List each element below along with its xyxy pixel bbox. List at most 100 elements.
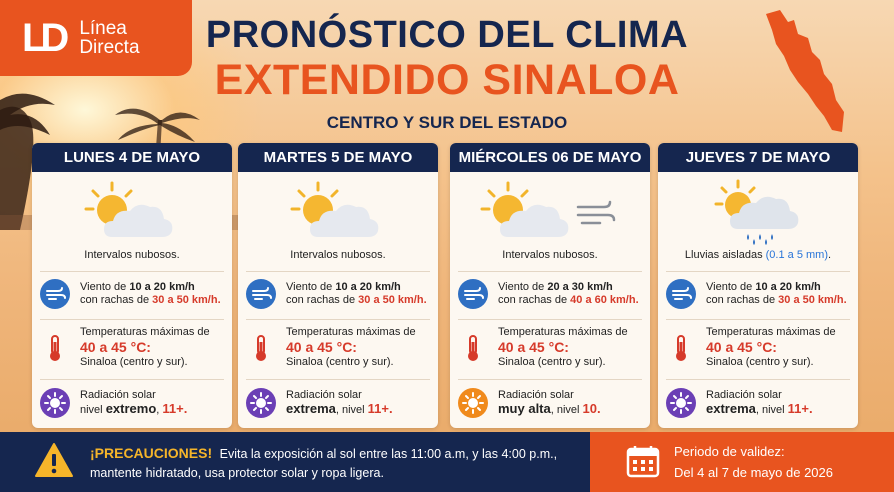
sun-rain-cloud-icon: [714, 179, 799, 245]
radiation-row: Radiación solar muy alta, nivel 10.: [458, 388, 644, 418]
calendar-icon: [626, 446, 660, 478]
divider: [458, 271, 642, 272]
wind-icon: [458, 279, 488, 309]
temperature-row: Temperaturas máximas de 40 a 45 °C: Sina…: [246, 326, 432, 369]
page-subtitle: CENTRO Y SUR DEL ESTADO: [326, 113, 568, 132]
day-title: LUNES 4 DE MAYO: [32, 143, 232, 172]
condition-text: Intervalos nubosos.: [238, 249, 438, 261]
wind-row: Viento de 10 a 20 km/h con rachas de 30 …: [666, 279, 852, 309]
temperature-row: Temperaturas máximas de 40 a 45 °C: Sina…: [40, 326, 226, 369]
temperature-text: Temperaturas máximas de 40 a 45 °C: Sina…: [80, 326, 210, 369]
radiation-index: 11+.: [367, 401, 393, 416]
warning-icon: [35, 443, 73, 477]
wind-prefix: Viento de: [80, 281, 130, 293]
radiation-text: Radiación solar extrema, nivel 11+.: [286, 389, 393, 417]
divider: [246, 271, 430, 272]
condition-label: Intervalos nubosos.: [84, 249, 180, 261]
wind-range: 10 a 20 km/h: [129, 281, 195, 293]
wind-range: 20 a 30 km/h: [547, 281, 613, 293]
radiation-prefix: nivel: [80, 404, 106, 416]
divider: [40, 379, 224, 380]
thermometer-icon: [676, 334, 686, 361]
radiation-row: Radiación solar extrema, nivel 11+.: [246, 388, 432, 418]
temperature-text: Temperaturas máximas de 40 a 45 °C: Sina…: [706, 326, 836, 369]
precautions-body: Evita la exposición al sol entre las 11:…: [90, 447, 558, 480]
rainfall-amount: (0.1 a 5 mm): [765, 249, 828, 261]
day-title: MIÉRCOLES 06 DE MAYO: [450, 143, 650, 172]
temp-value: 40 a 45 °C:: [80, 339, 151, 355]
radiation-mid: , nivel: [550, 404, 583, 416]
partly-cloudy-icon: [290, 181, 379, 237]
divider: [246, 319, 430, 320]
radiation-label: Radiación solar: [80, 389, 156, 401]
forecast-card: JUEVES 7 DE MAYO Lluvias aisladas (0.1 a…: [658, 143, 858, 428]
temp-area: Sinaloa (centro y sur).: [80, 356, 188, 368]
temp-label: Temperaturas máximas de: [498, 326, 628, 338]
radiation-mid: , nivel: [335, 404, 368, 416]
partly-cloudy-icon: [84, 181, 173, 237]
divider: [40, 271, 224, 272]
sun-radiation-icon: [666, 388, 696, 418]
gusts-prefix: con rachas de: [286, 294, 359, 306]
forecast-card: LUNES 4 DE MAYO Intervalos nubosos. Vien…: [32, 143, 232, 428]
temp-value: 40 a 45 °C:: [286, 339, 357, 355]
day-title: MARTES 5 DE MAYO: [238, 143, 438, 172]
sun-radiation-icon: [458, 388, 488, 418]
sinaloa-map-icon: [766, 10, 844, 132]
radiation-level: extrema: [706, 401, 756, 416]
gusts-prefix: con rachas de: [498, 294, 571, 306]
wind-range: 10 a 20 km/h: [335, 281, 401, 293]
condition-label: Intervalos nubosos.: [502, 249, 598, 261]
validity-label: Periodo de validez:: [674, 444, 785, 459]
radiation-label: Radiación solar: [706, 389, 782, 401]
logo-mark: LD: [22, 15, 69, 60]
temp-area: Sinaloa (centro y sur).: [498, 356, 606, 368]
forecast-card: MIÉRCOLES 06 DE MAYO Intervalos nubosos.…: [450, 143, 650, 428]
validity-dates: Del 4 al 7 de mayo de 2026: [674, 465, 833, 480]
radiation-text: Radiación solar muy alta, nivel 10.: [498, 389, 601, 417]
sun-radiation-icon: [246, 388, 276, 418]
sun-radiation-icon: [40, 388, 70, 418]
temp-value: 40 a 45 °C:: [706, 339, 777, 355]
page-title: PRONÓSTICO DEL CLIMA: [205, 14, 689, 56]
precautions-banner: ¡PRECAUCIONES! Evita la exposición al so…: [0, 432, 590, 492]
radiation-index: 11+.: [787, 401, 813, 416]
condition-end: .: [828, 249, 832, 261]
gusts-range: 30 a 50 km/h.: [358, 294, 427, 306]
brand-name-line2: Directa: [79, 37, 140, 58]
divider: [40, 319, 224, 320]
radiation-label: Radiación solar: [498, 389, 574, 401]
wind-prefix: Viento de: [286, 281, 336, 293]
thermometer-icon: [256, 334, 266, 361]
radiation-level: muy alta: [498, 401, 551, 416]
radiation-row: Radiación solar nivel extremo, 11+.: [40, 388, 226, 418]
temp-area: Sinaloa (centro y sur).: [286, 356, 394, 368]
wind-prefix: Viento de: [498, 281, 548, 293]
radiation-text: Radiación solar extrema, nivel 11+.: [706, 389, 813, 417]
wind-prefix: Viento de: [706, 281, 756, 293]
condition-text: Intervalos nubosos.: [32, 249, 232, 261]
temp-label: Temperaturas máximas de: [286, 326, 416, 338]
radiation-text: Radiación solar nivel extremo, 11+.: [80, 389, 187, 417]
wind-row: Viento de 10 a 20 km/h con rachas de 30 …: [40, 279, 226, 309]
temperature-text: Temperaturas máximas de 40 a 45 °C: Sina…: [286, 326, 416, 369]
precautions-text: ¡PRECAUCIONES! Evita la exposición al so…: [90, 444, 580, 483]
gusts-prefix: con rachas de: [706, 294, 779, 306]
gusts-prefix: con rachas de: [80, 294, 153, 306]
temperature-row: Temperaturas máximas de 40 a 45 °C: Sina…: [666, 326, 852, 369]
thermometer-icon: [468, 334, 478, 361]
condition-text: Intervalos nubosos.: [450, 249, 650, 261]
divider: [666, 271, 850, 272]
precautions-title: ¡PRECAUCIONES!: [90, 445, 213, 461]
divider: [458, 319, 642, 320]
radiation-mid: ,: [156, 404, 163, 416]
radiation-row: Radiación solar extrema, nivel 11+.: [666, 388, 852, 418]
wind-icon: [666, 279, 696, 309]
divider: [666, 379, 850, 380]
day-title: JUEVES 7 DE MAYO: [658, 143, 858, 172]
radiation-index: 11+.: [162, 401, 188, 416]
gusts-range: 30 a 50 km/h.: [778, 294, 847, 306]
divider: [458, 379, 642, 380]
brand-logo[interactable]: LD Línea Directa: [0, 0, 192, 76]
condition-text: Lluvias aisladas (0.1 a 5 mm).: [658, 249, 858, 261]
